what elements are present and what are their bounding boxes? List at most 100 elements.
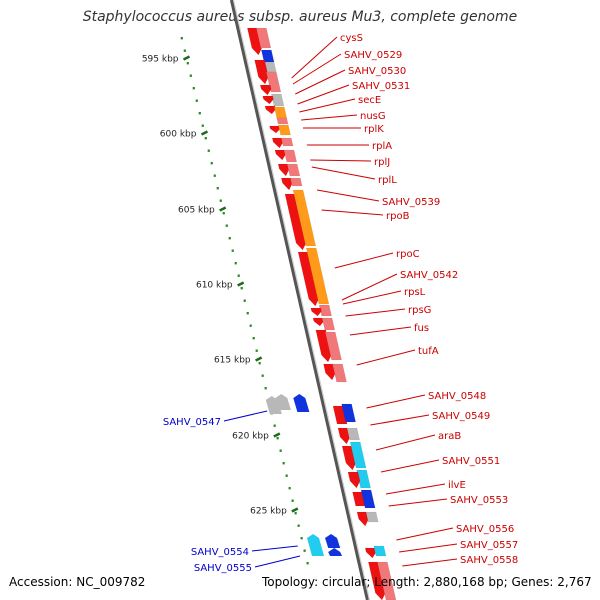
scale-dot	[243, 299, 246, 302]
scale-tick	[182, 55, 191, 61]
gene-feature	[284, 193, 307, 251]
gene-feature	[377, 561, 397, 600]
gene-leader-line	[388, 498, 448, 507]
scale-dot	[213, 174, 216, 177]
gene-feature	[323, 363, 336, 381]
scale-dot	[285, 474, 288, 477]
gene-label-right: rpsG	[408, 305, 431, 316]
scale-dot	[195, 99, 198, 102]
gene-feature	[270, 93, 285, 107]
gene-label-right: SAHV_0539	[382, 197, 440, 208]
gene-label-right: SAHV_0548	[428, 391, 486, 402]
backbone-highlight	[232, 0, 371, 600]
scale-tick-label: 595 kbp	[142, 55, 179, 65]
accession-label: Accession: NC_009782	[9, 575, 146, 589]
gene-label-left: SAHV_0555	[194, 563, 252, 574]
scale-dot	[294, 512, 297, 515]
scale-dot	[201, 124, 204, 127]
gene-feature	[365, 511, 379, 523]
gene-leader-line	[251, 545, 298, 552]
gene-leader-line	[292, 53, 342, 85]
scale-dot	[297, 524, 300, 527]
gene-label-right: rpoC	[396, 249, 420, 260]
gene-feature	[341, 403, 356, 423]
scale-dot	[249, 324, 252, 327]
gene-feature	[290, 177, 303, 187]
scale-dot	[240, 287, 243, 290]
gene-label-right: secE	[358, 95, 381, 106]
gene-feature	[312, 317, 325, 327]
scale-dot	[228, 237, 231, 240]
gene-leader-line	[299, 98, 356, 113]
scale-dot	[204, 137, 207, 140]
gene-label-right: rplL	[378, 175, 397, 186]
gene-label-right: rpsL	[404, 287, 426, 298]
gene-label-right: SAHV_0531	[352, 81, 410, 92]
gene-leader-line	[297, 84, 350, 105]
scale-dot	[300, 537, 303, 540]
gene-leader-line	[399, 543, 458, 553]
gene-leader-line	[301, 114, 358, 121]
gene-leader-line	[295, 69, 346, 95]
gene-feature	[297, 251, 320, 307]
gene-label-right: SAHV_0553	[450, 495, 508, 506]
scale-dot	[306, 562, 309, 565]
gene-feature	[276, 117, 289, 125]
gene-leader-line	[402, 558, 458, 567]
gene-leader-line	[380, 459, 440, 473]
gene-leader-line	[321, 209, 384, 216]
gene-feature	[356, 511, 369, 527]
gene-leader-line	[356, 349, 416, 366]
kbp-scale: 595 kbp 600 kbp 605 kbp 610 kbp 615 kbp 620 k…	[142, 37, 309, 565]
scale-dot	[222, 212, 225, 215]
scale-dot	[225, 224, 228, 227]
gene-feature	[318, 304, 332, 317]
gene-label-right: rpoB	[386, 211, 410, 222]
scale-tick-label: 625 kbp	[250, 507, 287, 517]
gene-leader-line	[291, 36, 338, 79]
gene-feature	[278, 124, 291, 136]
gene-leader-line	[385, 483, 446, 495]
gene-leader-line	[223, 410, 268, 422]
gene-feature	[328, 548, 343, 556]
scale-dot	[207, 149, 210, 152]
gene-label-right: SAHV_0557	[460, 540, 518, 551]
gene-feature	[324, 331, 342, 361]
topology-label: Topology: circular; Length: 2,880,168 bp…	[262, 575, 592, 589]
scale-dot	[216, 187, 219, 190]
gene-feature	[286, 163, 301, 177]
gene-leader-line	[396, 527, 454, 541]
gene-feature	[325, 534, 341, 548]
scale-tick-label: 605 kbp	[178, 206, 215, 216]
scale-tick	[219, 206, 227, 212]
gene-label-right: rplJ	[374, 157, 390, 168]
gene-feature	[283, 149, 298, 163]
gene-feature	[264, 105, 277, 115]
gene-feature	[337, 427, 351, 445]
gene-label-right: SAHV_0558	[460, 555, 518, 566]
gene-label-right: tufA	[418, 346, 439, 357]
gene-feature	[347, 471, 361, 489]
gene-feature	[332, 363, 347, 383]
gene-leader-line	[370, 414, 430, 426]
gene-label-left: SAHV_0547	[163, 417, 221, 428]
scale-dot	[273, 424, 276, 427]
scale-dot	[198, 112, 201, 115]
gene-feature	[373, 545, 387, 557]
scale-dot	[255, 349, 258, 352]
scale-dot	[231, 249, 234, 252]
scale-dot	[291, 499, 294, 502]
gene-feature	[280, 137, 294, 147]
scale-tick-label: 610 kbp	[196, 281, 233, 291]
scale-tick	[200, 130, 209, 136]
gene-label-right: ilvE	[448, 480, 466, 491]
scale-dot	[192, 87, 195, 90]
gene-label-right: cysS	[340, 33, 363, 44]
gene-feature	[368, 561, 386, 600]
scale-dot	[282, 462, 285, 465]
gene-feature	[259, 84, 272, 96]
gene-feature	[275, 394, 291, 410]
gene-feature	[277, 163, 290, 177]
